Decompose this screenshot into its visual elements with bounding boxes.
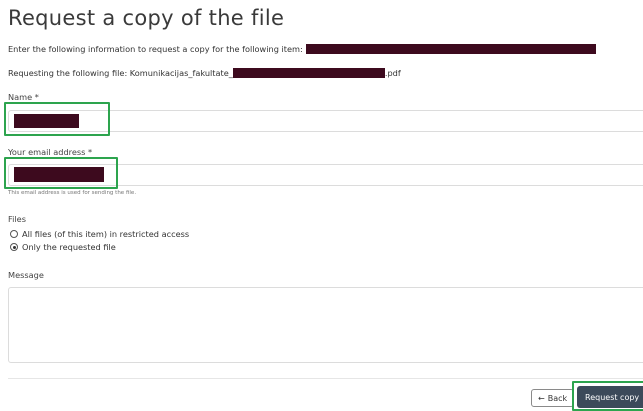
back-button[interactable]: ← Back xyxy=(531,389,575,407)
item-info-text: Enter the following information to reque… xyxy=(8,44,303,54)
radio-all-files[interactable] xyxy=(10,230,18,238)
form-divider xyxy=(8,378,643,379)
files-label: Files xyxy=(8,214,26,224)
request-copy-label: Request copy xyxy=(585,392,640,402)
name-input[interactable] xyxy=(8,110,643,132)
files-option-requested-label: Only the requested file xyxy=(22,242,116,252)
back-button-label: Back xyxy=(547,393,568,403)
file-suffix-text: .pdf xyxy=(384,68,401,78)
message-textarea[interactable] xyxy=(8,287,643,363)
file-info-line: Requesting the following file: Komunikac… xyxy=(8,68,401,78)
email-help-text: This email address is used for sending t… xyxy=(8,190,137,196)
item-info-line: Enter the following information to reque… xyxy=(8,44,596,54)
email-label: Your email address * xyxy=(8,147,93,157)
files-option-requested[interactable]: Only the requested file xyxy=(10,242,116,252)
radio-requested-file[interactable] xyxy=(10,243,18,251)
file-prefix-text: Requesting the following file: Komunikac… xyxy=(8,68,233,78)
redacted-file-name xyxy=(232,68,385,78)
email-input[interactable] xyxy=(8,164,643,186)
redacted-name-value xyxy=(14,114,79,128)
submit-highlight-box xyxy=(572,381,643,411)
arrow-left-icon: ← xyxy=(538,393,545,403)
files-option-all-label: All files (of this item) in restricted a… xyxy=(22,229,190,239)
redacted-item-title xyxy=(305,44,596,54)
files-option-all[interactable]: All files (of this item) in restricted a… xyxy=(10,229,189,239)
redacted-email-value xyxy=(14,167,104,182)
message-label: Message xyxy=(8,270,44,280)
name-label: Name * xyxy=(8,92,39,102)
name-highlight-box xyxy=(4,102,110,136)
email-highlight-box xyxy=(4,157,118,189)
page-title: Request a copy of the file xyxy=(8,6,285,30)
